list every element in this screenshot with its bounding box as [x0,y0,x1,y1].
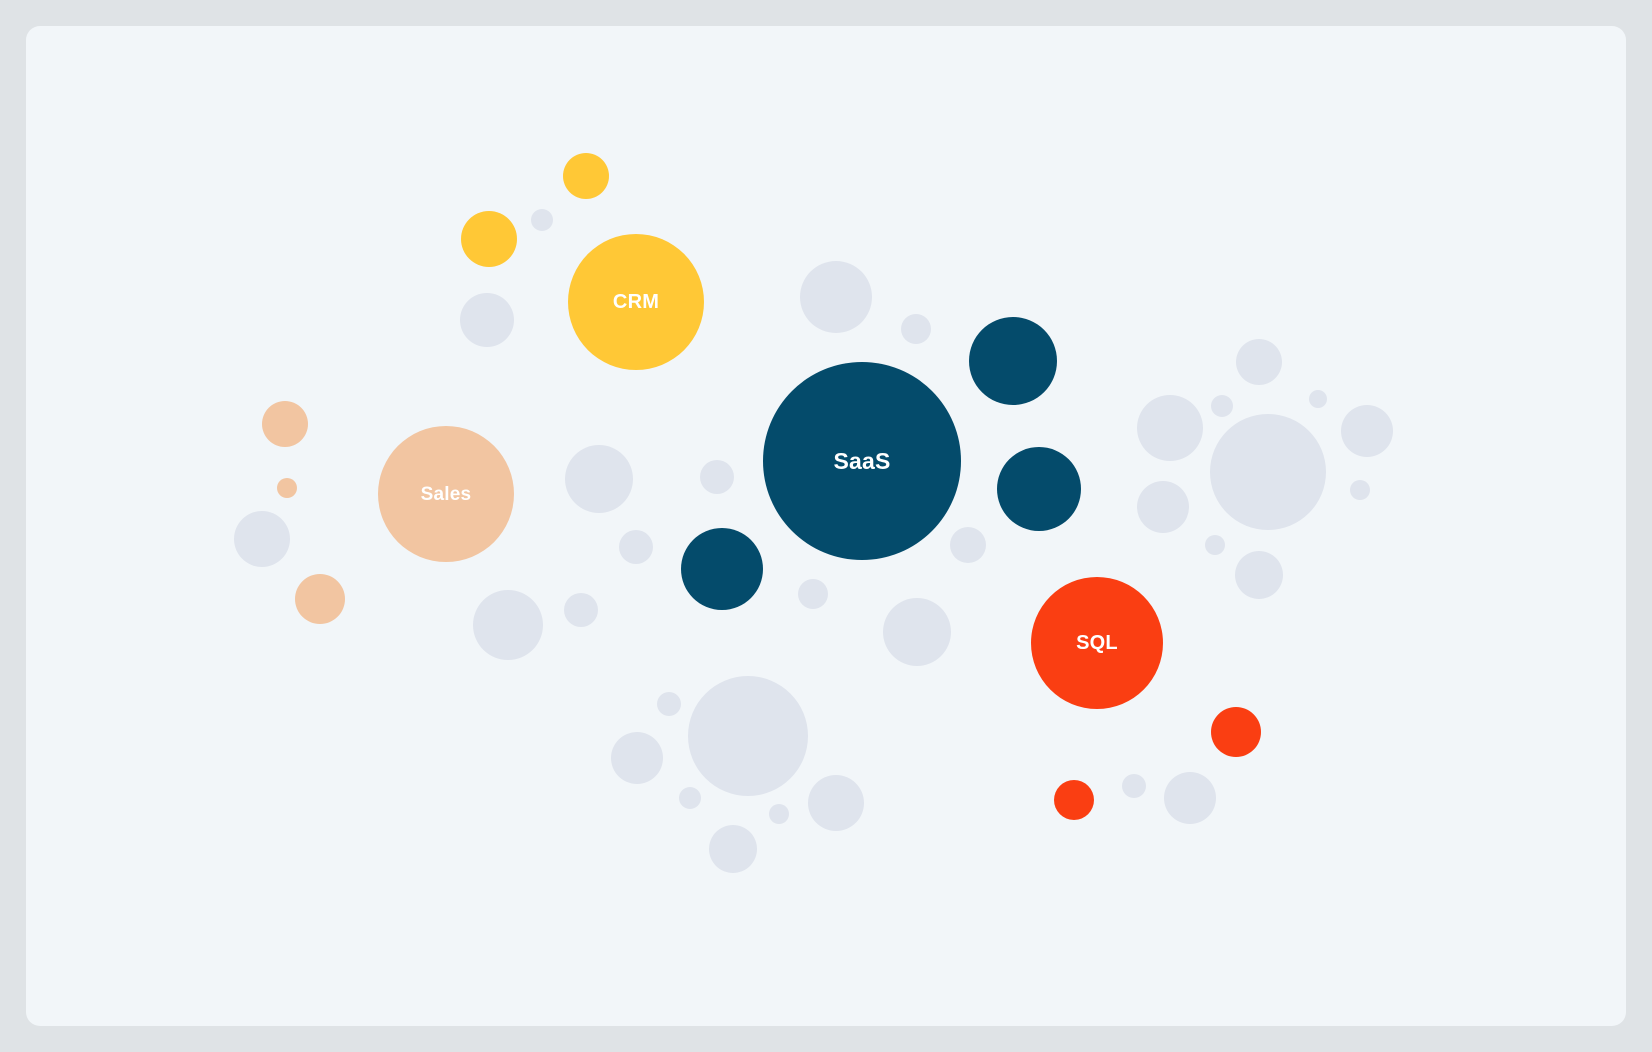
bubble-chart-canvas: SaaS CRM SQL Sales [26,26,1626,1026]
bubble-unlabeled-17 [901,314,931,344]
bubble-sales[interactable]: Sales [378,426,514,562]
bubble-unlabeled-30 [950,527,986,563]
bubble-unlabeled-8 [461,211,517,267]
bubble-unlabeled-32 [1235,551,1283,599]
bubble-unlabeled-26 [700,460,734,494]
bubble-unlabeled-31 [1205,535,1225,555]
bubble-unlabeled-15 [460,293,514,347]
bubble-unlabeled-28 [234,511,290,567]
bubble-unlabeled-45 [709,825,757,873]
bubble-unlabeled-22 [1341,405,1393,457]
bubble-label-crm: CRM [612,291,660,313]
bubble-unlabeled-23 [1210,414,1326,530]
bubble-unlabeled-10 [1054,780,1094,820]
bubble-label-sql: SQL [1076,632,1118,654]
bubble-unlabeled-19 [1211,395,1233,417]
bubble-unlabeled-16 [800,261,872,333]
bubble-unlabeled-18 [1236,339,1282,385]
bubble-unlabeled-21 [1137,395,1203,461]
bubble-unlabeled-9 [1211,707,1261,757]
bubble-label-sales: Sales [420,483,472,505]
bubble-unlabeled-38 [688,676,808,796]
bubble-unlabeled-5 [997,447,1081,531]
bubble-unlabeled-14 [531,209,553,231]
bubble-unlabeled-20 [1309,390,1327,408]
bubble-unlabeled-11 [262,401,308,447]
bubble-unlabeled-6 [681,528,763,610]
bubble-unlabeled-39 [611,732,663,784]
bubble-unlabeled-41 [808,775,864,831]
bubble-unlabeled-29 [619,530,653,564]
bubble-unlabeled-43 [1122,774,1146,798]
bubble-unlabeled-13 [295,574,345,624]
bubble-unlabeled-35 [473,590,543,660]
bubble-unlabeled-12 [277,478,297,498]
bubble-unlabeled-27 [1137,481,1189,533]
bubble-unlabeled-25 [565,445,633,513]
bubble-unlabeled-40 [679,787,701,809]
bubble-unlabeled-7 [563,153,609,199]
bubble-unlabeled-34 [564,593,598,627]
bubble-unlabeled-42 [769,804,789,824]
bubble-unlabeled-33 [798,579,828,609]
bubble-crm[interactable]: CRM [568,234,704,370]
bubble-saas[interactable]: SaaS [763,362,961,560]
bubble-sql[interactable]: SQL [1031,577,1163,709]
bubble-unlabeled-37 [657,692,681,716]
bubble-unlabeled-44 [1164,772,1216,824]
bubble-unlabeled-4 [969,317,1057,405]
bubble-unlabeled-36 [883,598,951,666]
bubble-label-saas: SaaS [833,447,891,474]
bubble-unlabeled-24 [1350,480,1370,500]
